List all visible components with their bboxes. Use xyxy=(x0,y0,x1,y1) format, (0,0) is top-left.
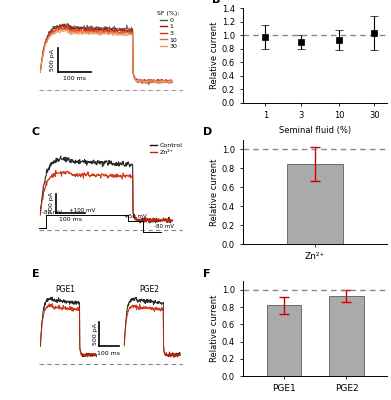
Text: 100 ms: 100 ms xyxy=(59,216,82,222)
Text: E: E xyxy=(32,268,39,278)
Legend: Control, Zn²⁺: Control, Zn²⁺ xyxy=(150,143,183,155)
Text: PGE2: PGE2 xyxy=(139,285,160,294)
Text: -80 mV: -80 mV xyxy=(42,210,62,215)
Text: 100 ms: 100 ms xyxy=(63,76,86,81)
Text: +100 mV: +100 mV xyxy=(69,208,95,213)
Text: B: B xyxy=(212,0,220,5)
Text: 200 pA: 200 pA xyxy=(48,192,54,214)
Text: F: F xyxy=(203,268,210,278)
Text: 500 pA: 500 pA xyxy=(50,49,55,71)
Y-axis label: Relative current: Relative current xyxy=(210,158,219,226)
Text: 100 ms: 100 ms xyxy=(97,350,120,356)
Text: -80 mV: -80 mV xyxy=(154,224,174,230)
Bar xyxy=(267,305,301,376)
Bar xyxy=(287,164,343,244)
Text: D: D xyxy=(203,127,212,137)
Y-axis label: Relative current: Relative current xyxy=(210,295,219,362)
Text: 500 pA: 500 pA xyxy=(93,323,98,345)
Text: +50 mV: +50 mV xyxy=(124,214,147,219)
X-axis label: Seminal fluid (%): Seminal fluid (%) xyxy=(279,126,351,135)
Y-axis label: Relative current: Relative current xyxy=(210,22,219,89)
Bar xyxy=(329,296,364,376)
Legend: 0, 1, 3, 10, 30: 0, 1, 3, 10, 30 xyxy=(158,11,180,49)
Text: C: C xyxy=(32,127,40,137)
Text: PGE1: PGE1 xyxy=(56,285,75,294)
